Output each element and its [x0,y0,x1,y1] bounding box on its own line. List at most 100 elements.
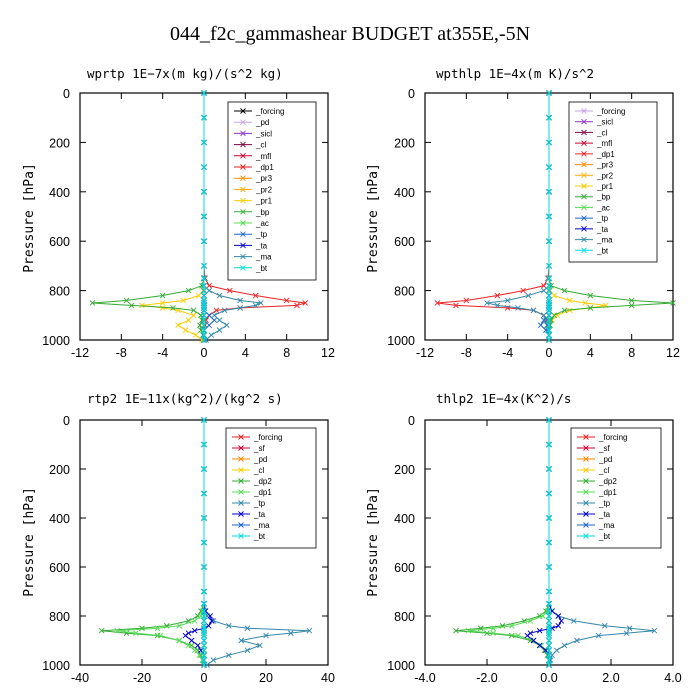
data-point [201,297,207,304]
legend-marker [240,152,246,159]
data-point [211,317,218,324]
data-point [201,490,207,497]
y-tick-label: 0 [63,414,70,428]
x-tick-label: -4 [157,346,168,360]
data-point [201,652,207,659]
legend-marker [581,236,587,243]
legend-entry: _forcing [255,107,284,116]
data-point [201,282,207,289]
data-point [546,630,552,636]
data-point [201,312,207,319]
data-point [201,188,207,195]
data-point [566,297,573,304]
data-point [216,317,223,324]
data-point [555,613,562,619]
legend-entry: _dp1 [598,488,617,497]
legend-marker [238,511,244,517]
data-point [201,466,207,472]
data-point [546,305,552,311]
data-point [484,630,490,636]
data-point [201,287,207,294]
data-point [546,657,552,663]
data-point [541,647,548,654]
data-point [201,441,207,448]
legend-entry: _mfl [255,152,271,161]
data-point [244,625,251,632]
data-point [154,625,161,632]
y-axis-label: Pressure [hPa] [22,163,37,273]
data-point [201,275,207,282]
data-point [207,613,214,619]
data-point [546,307,552,314]
data-point [202,322,208,328]
data-point [201,647,207,654]
legend-entry: _pr2 [255,185,273,194]
data-point [206,282,212,289]
x-tick-label: -4 [502,346,513,360]
panel-title: thlp2 1E−4x(K^2)/s [436,391,571,406]
data-point [530,637,537,644]
legend-marker [238,445,244,451]
series-line-dp2 [455,420,550,665]
data-point [201,213,207,220]
x-tick-label: -8 [116,346,127,360]
data-point [546,662,552,668]
data-point [546,188,552,195]
data-point [201,238,207,245]
legend-marker [581,140,587,146]
x-tick-label: 4 [587,346,594,360]
data-point [213,307,220,314]
data-point [175,322,181,328]
y-tick-label: 200 [394,463,415,477]
data-point [541,287,547,294]
data-point [546,637,552,644]
x-tick-label: 8 [283,346,290,360]
data-point [182,632,189,639]
data-point [546,417,552,423]
x-tick-label: -40 [71,671,89,685]
data-point [201,332,207,338]
data-point [574,637,580,644]
panel-wprtp: wprtp 1E−7x(m kg)/(s^2 kg) Pressure [hPa… [22,66,335,360]
data-point [89,300,96,306]
x-tick-label: 40 [321,671,335,685]
data-point [139,302,145,309]
data-point [546,625,552,632]
series-line-bp [92,93,205,341]
data-point [515,632,521,639]
data-point [546,642,552,649]
legend-entry: _pr3 [255,174,273,183]
data-point [546,164,552,170]
series-line-tp [203,93,216,340]
y-tick-label: 1000 [42,334,70,348]
data-point [434,300,441,306]
series-line-pr1 [141,93,205,341]
data-point [211,312,218,319]
data-point [159,300,166,306]
data-point [123,630,130,636]
data-point [237,305,243,311]
data-point [546,588,552,595]
legend-box [227,101,317,281]
y-tick-label: 0 [408,414,415,428]
data-point [546,322,552,328]
legend-entry: _bt [596,246,609,255]
series-line-tp [540,93,550,340]
data-point [192,332,199,338]
data-point [582,300,588,306]
y-tick-label: 400 [394,512,415,526]
legend-marker [240,130,246,137]
data-point [203,337,209,343]
data-point [490,625,497,632]
data-point [201,627,207,634]
legend-marker [581,151,587,157]
data-point [546,618,552,624]
data-point [201,539,207,546]
y-tick-label: 600 [394,561,415,575]
data-point [194,642,201,649]
data-point [546,332,552,338]
y-tick-label: 800 [49,285,70,299]
x-tick-label: 0 [201,346,208,360]
data-point [546,608,552,614]
